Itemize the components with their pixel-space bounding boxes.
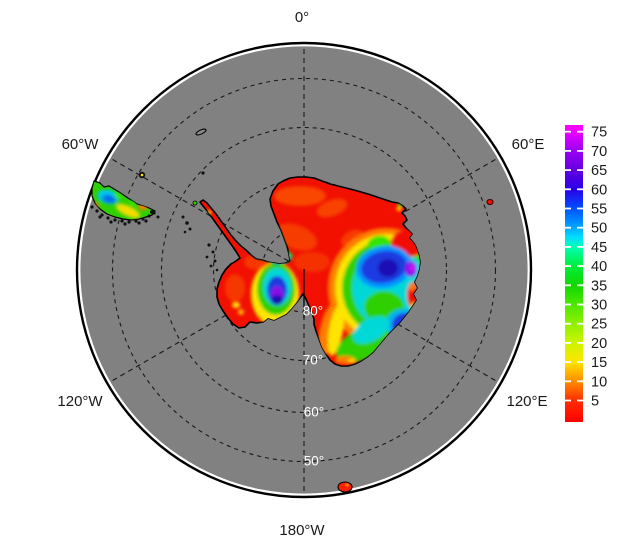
island [207,243,211,247]
island [156,215,160,219]
island [486,198,494,206]
lon-label-120°W: 120°W [57,393,103,410]
lon-label-60°W: 60°W [62,136,100,153]
data-patch [232,302,240,308]
coast-speckle [106,216,110,220]
colorbar-tick-label: 50 [591,221,607,237]
colorbar-gradient [565,125,583,422]
colorbar-tick-label: 15 [591,355,607,371]
lon-label-60°E: 60°E [512,136,545,153]
lat-label-50°: 50° [304,454,324,469]
lat-circle-2 [160,126,448,414]
colorbar-tick-label: 60 [591,182,607,198]
coast-speckle [109,220,113,224]
data-patch [409,264,415,272]
lat-label-80°: 80° [303,304,323,319]
island [209,264,213,268]
data-patch [409,283,415,291]
island [345,483,349,487]
peninsula-data-field [93,189,148,219]
island [181,215,185,219]
island [205,255,209,259]
colorbar-tick-label: 25 [591,317,607,333]
colorbar-tick-label: 35 [591,278,607,294]
coast-speckle [100,213,104,217]
colorbar-tick-label: 40 [591,259,607,275]
island [195,128,207,136]
coast-speckle [147,214,151,218]
island [213,259,217,263]
data-patch [274,186,326,206]
lon-label-0°: 0° [295,9,309,26]
data-patch [327,304,345,356]
lon-label-180°W: 180°W [279,522,325,539]
data-patch [225,274,245,302]
colorbar-tick-label: 70 [591,144,607,160]
continent-data-field [200,186,420,364]
coast-speckle [144,219,148,223]
coast-speckle [127,220,131,224]
coast-speckle [120,219,124,223]
colorbar-tick-label: 5 [591,394,599,410]
coast-speckle [134,219,138,223]
data-patch [396,207,402,211]
island [150,210,154,214]
island [211,250,215,254]
colorbar: 75 70 65 60 55 50 45 40 35 30 25 20 15 10 5 [565,125,607,422]
island [140,173,144,177]
data-patch [102,194,116,204]
data-patch [378,259,398,277]
coast-speckle [90,205,94,209]
data-patch [316,198,348,218]
coast-speckle [98,215,102,219]
colorbar-tick-label: 55 [591,202,607,218]
island [192,200,198,206]
data-patch [238,309,244,315]
data-patch [348,359,356,363]
lat-label-60°: 60° [304,405,324,420]
colorbar-tick-label: 75 [591,125,607,141]
data-patch [352,316,390,344]
lon-label-120°E: 120°E [506,393,547,410]
island [185,221,189,225]
colorbar-tick-label: 45 [591,240,607,256]
data-patch [116,203,140,219]
island [337,481,353,493]
island [183,230,187,234]
colorbar-tick-label: 20 [591,336,607,352]
island [215,268,219,272]
lat-circle-3 [111,77,497,463]
data-patch [294,252,330,272]
colorbar-tick-label: 65 [591,163,607,179]
lat-label-70°: 70° [303,353,323,368]
colorbar-tick-label: 10 [591,374,607,390]
data-patch [271,295,283,305]
data-patch [341,229,363,247]
colorbar-tick-label: 30 [591,298,607,314]
lon-line-300 [108,156,305,271]
coast-speckle [141,217,145,221]
data-patch [114,193,122,199]
island [188,227,192,231]
coast-speckle [95,209,99,213]
coast-speckle [137,221,141,225]
island [201,171,205,175]
coast-speckle [113,218,117,222]
coast-speckle [123,222,127,226]
